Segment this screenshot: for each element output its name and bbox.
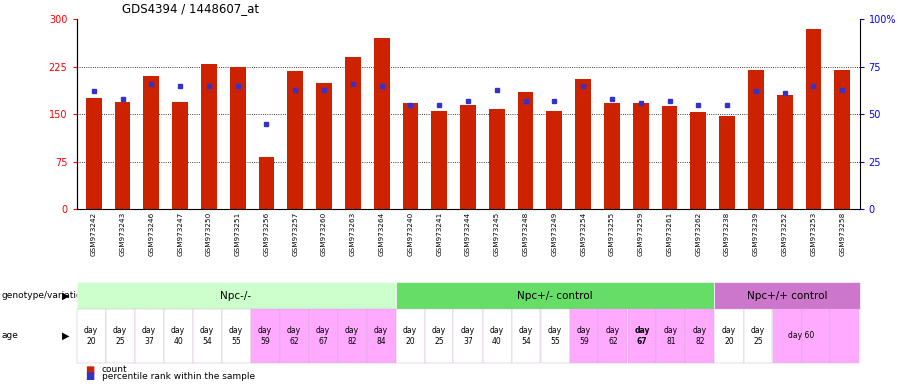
Text: GDS4394 / 1448607_at: GDS4394 / 1448607_at — [122, 2, 258, 15]
Bar — [748, 70, 764, 209]
Bar — [201, 64, 217, 209]
Bar — [806, 29, 822, 209]
Text: day
55: day 55 — [548, 326, 562, 346]
Text: day
25: day 25 — [112, 326, 127, 346]
Bar — [690, 113, 707, 209]
Bar — [316, 83, 332, 209]
Text: Npc-/-: Npc-/- — [220, 291, 252, 301]
Text: ▶: ▶ — [62, 291, 69, 301]
Bar — [402, 103, 418, 209]
Text: day
20: day 20 — [403, 326, 417, 346]
Bar — [518, 92, 534, 209]
Text: count: count — [102, 365, 127, 374]
Bar — [834, 70, 850, 209]
Text: day
25: day 25 — [751, 326, 765, 346]
Bar — [143, 76, 159, 209]
Bar — [662, 106, 678, 209]
Bar — [345, 57, 361, 209]
Text: day
40: day 40 — [490, 326, 504, 346]
Bar — [777, 95, 793, 209]
Text: ■: ■ — [86, 365, 94, 375]
Text: day
81: day 81 — [664, 326, 678, 346]
Text: day
62: day 62 — [287, 326, 302, 346]
Bar — [287, 71, 303, 209]
Bar — [719, 116, 735, 209]
Bar — [86, 98, 102, 209]
Text: day
20: day 20 — [84, 326, 98, 346]
Bar — [230, 67, 246, 209]
Text: Npc+/+ control: Npc+/+ control — [747, 291, 827, 301]
Text: day
67: day 67 — [316, 326, 330, 346]
Bar — [633, 103, 649, 209]
Bar — [258, 157, 274, 209]
Text: day
40: day 40 — [171, 326, 185, 346]
Text: day
84: day 84 — [374, 326, 388, 346]
Text: day
54: day 54 — [519, 326, 533, 346]
Text: day
37: day 37 — [461, 326, 475, 346]
Bar — [431, 111, 447, 209]
Bar — [172, 102, 188, 209]
Text: day
59: day 59 — [258, 326, 272, 346]
Text: day 60: day 60 — [788, 331, 814, 341]
Text: day
67: day 67 — [634, 326, 650, 346]
Text: day
82: day 82 — [693, 326, 707, 346]
Text: day
55: day 55 — [229, 326, 243, 346]
Bar — [489, 109, 505, 209]
Text: percentile rank within the sample: percentile rank within the sample — [102, 372, 255, 381]
Bar — [374, 38, 390, 209]
Text: day
62: day 62 — [606, 326, 620, 346]
Text: day
59: day 59 — [577, 326, 591, 346]
Bar — [575, 79, 591, 209]
Text: Npc+/- control: Npc+/- control — [518, 291, 593, 301]
Text: day
20: day 20 — [722, 326, 736, 346]
Text: day
54: day 54 — [200, 326, 214, 346]
Text: age: age — [2, 331, 19, 341]
Text: ■: ■ — [86, 371, 94, 381]
Text: ▶: ▶ — [62, 331, 69, 341]
Text: day
82: day 82 — [345, 326, 359, 346]
Bar — [546, 111, 562, 209]
Bar — [604, 103, 620, 209]
Bar — [460, 105, 476, 209]
Text: day
25: day 25 — [432, 326, 446, 346]
Text: day
37: day 37 — [142, 326, 156, 346]
Text: genotype/variation: genotype/variation — [2, 291, 88, 300]
Bar — [114, 102, 130, 209]
